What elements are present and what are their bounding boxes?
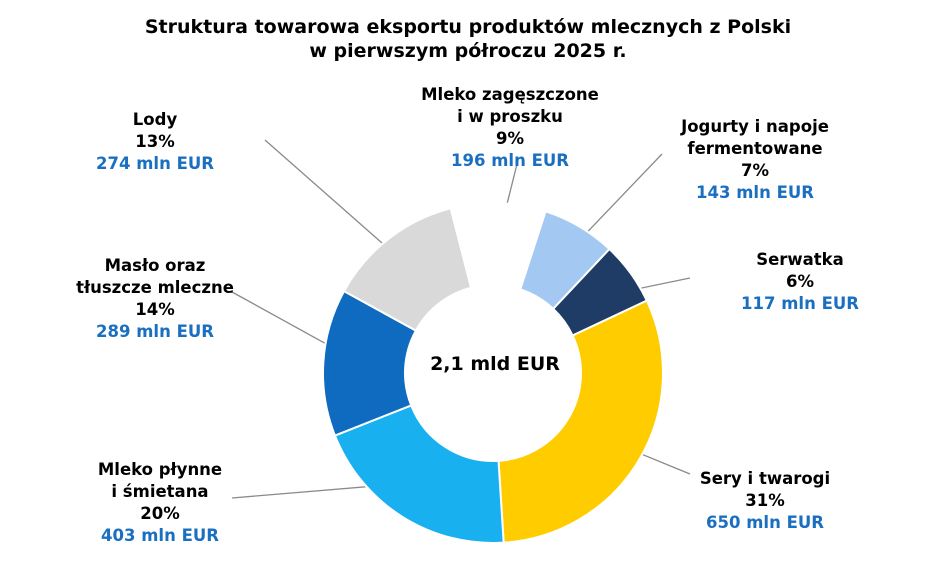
- slice-value-label: 289 mln EUR: [96, 322, 214, 341]
- slice-name-label: Mleko zagęszczone: [421, 85, 599, 104]
- slice-percent-label: 20%: [140, 504, 180, 523]
- slice-percent-label: 6%: [786, 272, 814, 291]
- slice-percent-label: 31%: [745, 491, 785, 510]
- slice-name-label: Serwatka: [756, 250, 844, 269]
- slice-sery-i-twarogi: [497, 299, 664, 544]
- slice-name-label: Sery i twarogi: [700, 469, 830, 488]
- slice-name-label: i w proszku: [457, 107, 563, 126]
- chart-title-line-1: Struktura towarowa eksportu produktów ml…: [145, 16, 791, 38]
- slice-name-label: Masło oraz: [105, 256, 206, 275]
- slice-name-label: Mleko płynne: [98, 460, 222, 479]
- donut-slices: [322, 202, 664, 544]
- slice-value-label: 274 mln EUR: [96, 154, 214, 173]
- slice-value-label: 143 mln EUR: [696, 183, 814, 202]
- slice-mleko-zageszczone-i-w-proszku: [449, 202, 547, 291]
- chart-title-line-2: w pierwszym półroczu 2025 r.: [309, 40, 626, 62]
- slice-value-label: 650 mln EUR: [706, 513, 824, 532]
- slice-value-label: 196 mln EUR: [451, 151, 569, 170]
- slice-labels: Jogurty i napoje fermentowane 7% 143 mln EU…: [76, 85, 859, 545]
- slice-name-label: Jogurty i napoje: [680, 117, 829, 136]
- slice-mleko-plynne-i-smietana: [333, 404, 505, 544]
- center-total-label: 2,1 mld EUR: [430, 353, 560, 375]
- slice-percent-label: 14%: [135, 300, 175, 319]
- slice-value-label: 403 mln EUR: [101, 526, 219, 545]
- slice-percent-label: 13%: [135, 132, 175, 151]
- slice-name-label: i śmietana: [111, 482, 208, 501]
- slice-percent-label: 9%: [496, 129, 524, 148]
- slice-name-label: tłuszcze mleczne: [76, 278, 234, 297]
- slice-percent-label: 7%: [741, 161, 769, 180]
- slice-name-label: fermentowane: [687, 139, 822, 158]
- slice-name-label: Lody: [133, 110, 178, 129]
- slice-value-label: 117 mln EUR: [741, 294, 859, 313]
